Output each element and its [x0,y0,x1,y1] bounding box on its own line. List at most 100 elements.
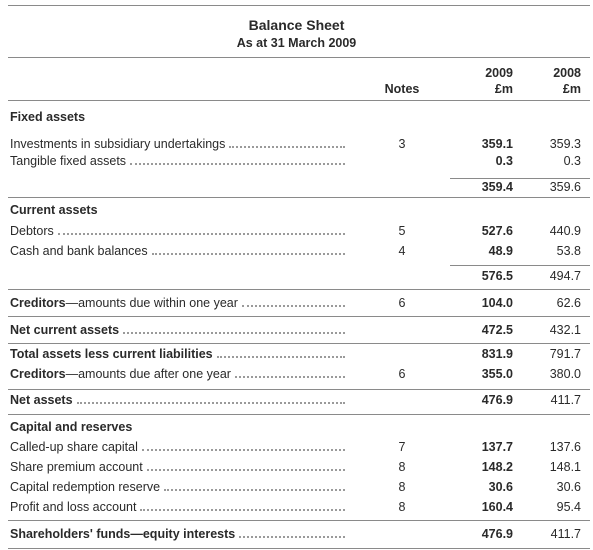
label-strong: Creditors [10,367,66,381]
row-label: Net assets [10,391,345,409]
label: Debtors [10,224,54,238]
row-label: Net current assets [10,321,345,339]
leader-dots [239,525,345,538]
unit-header: £m [494,82,513,96]
label: Investments in subsidiary undertakings [10,137,226,151]
note: 8 [398,500,406,514]
label-strong: Total assets less current liabilities [10,347,213,361]
leader-dots [164,478,345,491]
row-label: Creditors —amounts due within one year [10,294,345,312]
amount: 440.9 [549,224,581,238]
label: —amounts due within one year [65,296,238,310]
leader-dots [57,222,345,235]
amount: 53.8 [556,244,581,258]
section-heading: Current assets [10,203,98,217]
rule [450,178,590,179]
leader-dots [140,498,345,511]
leader-dots [141,438,345,451]
section-heading: Capital and reserves [10,420,133,434]
amount: 359.6 [549,180,581,194]
amount: 359.1 [481,137,513,151]
amount: 472.5 [481,323,513,337]
leader-dots [234,365,345,378]
leader-dots [130,152,345,165]
amount: 148.1 [549,460,581,474]
label: Share premium account [10,460,143,474]
amount: 527.6 [481,224,513,238]
row-label: Cash and bank balances [10,242,345,260]
rule [8,548,590,549]
note: 6 [398,367,406,381]
note: 6 [398,296,406,310]
rule [8,57,590,58]
note: 4 [398,244,406,258]
row-label: Profit and loss account [10,498,345,516]
leader-dots [151,242,345,255]
section-heading: Fixed assets [10,110,86,124]
label: Profit and loss account [10,500,137,514]
year-header: 2009 [485,66,513,80]
row-label: Shareholders' funds—equity interests [10,525,345,543]
amount: 476.9 [481,393,513,407]
note: 7 [398,440,406,454]
rule [450,265,590,266]
row-label: Debtors [10,222,345,240]
label-strong: Shareholders' funds—equity interests [10,527,236,541]
leader-dots [241,294,345,307]
row-label: Capital redemption reserve [10,478,345,496]
rule [8,520,590,521]
note: 3 [398,137,406,151]
amount: 494.7 [549,269,581,283]
amount: 160.4 [481,500,513,514]
rule [8,5,590,6]
amount: 0.3 [495,154,513,168]
rule [8,316,590,317]
amount: 411.7 [550,393,581,407]
year-header: 2008 [553,66,581,80]
row-label: Tangible fixed assets [10,152,345,170]
amount: 380.0 [549,367,581,381]
label: Capital redemption reserve [10,480,161,494]
leader-dots [216,345,345,358]
amount: 30.6 [488,480,513,494]
label: —amounts due after one year [65,367,231,381]
title: Balance Sheet [248,17,345,33]
rule [8,100,590,101]
amount: 576.5 [481,269,513,283]
amount: 411.7 [550,527,581,541]
leader-dots [123,321,345,334]
amount: 30.6 [556,480,581,494]
amount: 355.0 [481,367,513,381]
row-label: Creditors —amounts due after one year [10,365,345,383]
amount: 791.7 [549,347,581,361]
note: 5 [398,224,406,238]
amount: 137.7 [481,440,513,454]
rule [8,289,590,290]
row-label: Share premium account [10,458,345,476]
label: Tangible fixed assets [10,154,127,168]
unit-header: £m [562,82,581,96]
note: 8 [398,460,406,474]
amount: 476.9 [481,527,513,541]
note: 8 [398,480,406,494]
rule [8,389,590,390]
row-label: Investments in subsidiary undertakings [10,135,345,153]
leader-dots [76,391,345,404]
leader-dots [146,458,345,471]
subtitle: As at 31 March 2009 [236,36,357,50]
amount: 137.6 [549,440,581,454]
label-strong: Creditors [10,296,66,310]
rule [8,414,590,415]
rule [8,343,590,344]
amount: 104.0 [481,296,513,310]
amount: 831.9 [481,347,513,361]
rule [8,197,590,198]
amount: 62.6 [556,296,581,310]
amount: 148.2 [481,460,513,474]
label-strong: Net current assets [10,323,120,337]
label: Cash and bank balances [10,244,148,258]
amount: 95.4 [556,500,581,514]
label: Called-up share capital [10,440,138,454]
label-strong: Net assets [10,393,73,407]
